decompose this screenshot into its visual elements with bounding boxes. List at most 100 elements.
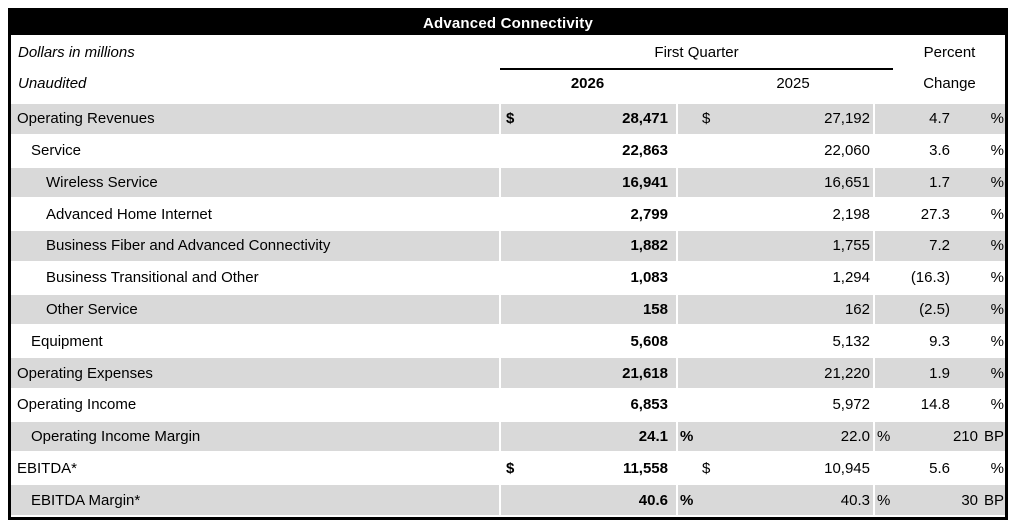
value-2026: 5,608 [630,332,668,350]
table-body: Operating Revenues $ 28,471 $ 27,192 4.7… [11,104,1005,517]
currency-symbol-2026 [501,326,533,356]
unit-2026 [678,168,698,198]
note-dollars-in-millions: Dollars in millions [18,44,135,61]
currency-symbol-2025 [698,485,718,515]
column-divider [676,485,678,515]
value-2026: 1,083 [630,269,668,287]
financial-report-table: Advanced Connectivity Dollars in million… [8,8,1008,520]
column-divider [499,389,501,420]
currency-symbol-2026 [501,136,533,166]
unit-2026 [678,231,698,261]
change-unit: % [990,205,1004,223]
column-divider [676,199,678,230]
unit-2026 [678,263,698,293]
note-unaudited: Unaudited [18,75,87,92]
value-2026: 28,471 [622,110,668,128]
column-divider [873,389,875,420]
row-label: Operating Expenses [17,364,153,382]
change-value: 210 [952,428,978,446]
column-divider [676,453,678,484]
column-divider [499,231,501,261]
currency-symbol-2026 [501,168,533,198]
table-row-operating-income-margin: Operating Income Margin 24.1 % 22.0 % 21… [11,421,1005,454]
column-divider [873,421,875,452]
change-value: 4.7 [929,110,950,128]
value-2025: 162 [844,300,870,318]
row-label: Business Transitional and Other [46,269,259,287]
currency-symbol-2025: $ [702,459,711,477]
unit-2025 [875,168,894,198]
column-divider [873,104,875,134]
first-quarter-underline [500,68,893,70]
column-divider [873,294,875,325]
column-divider [873,453,875,484]
row-label: EBITDA* [17,459,78,477]
column-divider [676,389,678,420]
change-unit: % [990,110,1004,128]
change-unit: % [990,396,1004,414]
value-2026: 11,558 [622,459,668,477]
unit-2026 [678,358,698,388]
currency-symbol-2026 [501,358,533,388]
value-2025: 1,294 [832,269,870,287]
row-label: EBITDA Margin* [31,491,141,509]
table-row-operating-expenses: Operating Expenses 21,618 21,220 1.9 % [11,358,1005,390]
column-divider [499,167,501,198]
first-quarter-label: First Quarter [654,44,739,61]
change-value: 5.6 [929,459,950,477]
column-divider [873,167,875,198]
value-2025: 5,132 [832,332,870,350]
unit-2026 [678,136,698,166]
table-row-other-service: Other Service 158 162 (2.5) % [11,294,1005,327]
table-row-business-fiber: Business Fiber and Advanced Connectivity… [11,231,1005,263]
page-title: Advanced Connectivity [422,14,594,32]
unit-2025 [875,326,894,356]
value-2026: 1,882 [630,237,668,255]
value-2026: 24.1 [638,428,668,446]
column-divider [676,358,678,388]
column-divider [676,421,678,452]
table-row-ebitda-margin: EBITDA Margin* 40.6 % 40.3 % 30 BP [11,485,1005,517]
column-divider [676,262,678,293]
change-unit: % [990,332,1004,350]
row-label: Advanced Home Internet [46,205,212,223]
table-row-equipment: Equipment 5,608 5,132 9.3 % [11,326,1005,359]
change-value: 1.9 [929,364,950,382]
unit-2026 [678,326,698,356]
column-header: Dollars in millions Unaudited First Quar… [11,35,1005,104]
change-unit: % [990,364,1004,382]
change-value: 30 [961,491,978,509]
column-divider [873,199,875,230]
column-divider [499,358,501,388]
value-2025: 16,651 [824,173,870,191]
value-2026: 21,618 [622,364,668,382]
value-2026: 22,863 [622,142,668,160]
table-row-business-transitional: Business Transitional and Other 1,083 1,… [11,262,1005,295]
unit-2025 [875,295,894,325]
unit-2025 [875,231,894,261]
currency-symbol-2025 [698,136,718,166]
value-2026: 6,853 [630,396,668,414]
unit-2025 [875,453,894,483]
unit-2026: % [680,428,694,446]
column-divider [499,485,501,515]
column-divider [676,326,678,357]
table-row-operating-revenues: Operating Revenues $ 28,471 $ 27,192 4.7… [11,104,1005,136]
currency-symbol-2025 [698,422,718,452]
column-divider [873,135,875,166]
change-unit: % [990,269,1004,287]
row-label: Business Fiber and Advanced Connectivity [46,237,331,255]
change-value: 14.8 [920,396,950,414]
unit-2025 [875,263,894,293]
column-divider [873,358,875,388]
column-divider [499,135,501,166]
value-2025: 5,972 [832,396,870,414]
value-2025: 40.3 [840,491,870,509]
change-unit: % [990,300,1004,318]
column-divider [873,231,875,261]
change-value: 9.3 [929,332,950,350]
table-row-ebitda: EBITDA* $ 11,558 $ 10,945 5.6 % [11,453,1005,486]
currency-symbol-2025 [698,168,718,198]
currency-symbol-2026 [501,390,533,420]
col-header-2025: 2025 [776,75,810,92]
